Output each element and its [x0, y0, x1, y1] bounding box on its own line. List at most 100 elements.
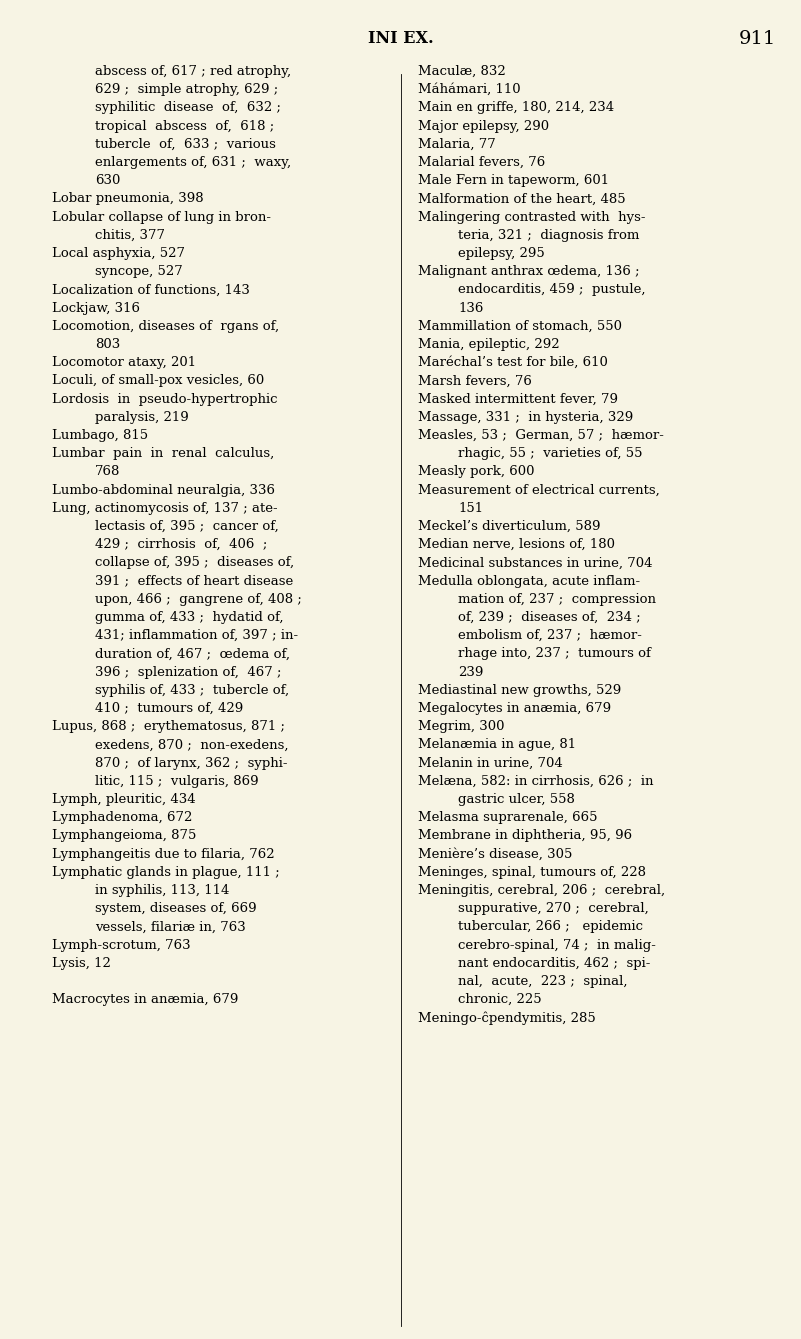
Text: Maculæ, 832: Maculæ, 832 — [418, 66, 505, 78]
Text: tubercular, 266 ;   epidemic: tubercular, 266 ; epidemic — [458, 920, 643, 933]
Text: enlargements of, 631 ;  waxy,: enlargements of, 631 ; waxy, — [95, 157, 291, 169]
Text: Lymphatic glands in plague, 111 ;: Lymphatic glands in plague, 111 ; — [52, 866, 280, 878]
Text: Main en griffe, 180, 214, 234: Main en griffe, 180, 214, 234 — [418, 102, 614, 114]
Text: Measurement of electrical currents,: Measurement of electrical currents, — [418, 483, 660, 497]
Text: endocarditis, 459 ;  pustule,: endocarditis, 459 ; pustule, — [458, 284, 646, 296]
Text: rhagic, 55 ;  varieties of, 55: rhagic, 55 ; varieties of, 55 — [458, 447, 642, 461]
Text: gumma of, 433 ;  hydatid of,: gumma of, 433 ; hydatid of, — [95, 611, 284, 624]
Text: Lymphadenoma, 672: Lymphadenoma, 672 — [52, 811, 192, 825]
Text: rhage into, 237 ;  tumours of: rhage into, 237 ; tumours of — [458, 647, 651, 660]
Text: Marsh fevers, 76: Marsh fevers, 76 — [418, 375, 532, 387]
Text: Malignant anthrax œdema, 136 ;: Malignant anthrax œdema, 136 ; — [418, 265, 640, 279]
Text: 911: 911 — [739, 29, 776, 48]
Text: 803: 803 — [95, 337, 120, 351]
Text: Menière’s disease, 305: Menière’s disease, 305 — [418, 848, 573, 861]
Text: Locomotion, diseases of  rgans of,: Locomotion, diseases of rgans of, — [52, 320, 279, 333]
Text: Meckel’s diverticulum, 589: Meckel’s diverticulum, 589 — [418, 520, 601, 533]
Text: in syphilis, 113, 114: in syphilis, 113, 114 — [95, 884, 229, 897]
Text: Melasma suprarenale, 665: Melasma suprarenale, 665 — [418, 811, 598, 825]
Text: Meningitis, cerebral, 206 ;  cerebral,: Meningitis, cerebral, 206 ; cerebral, — [418, 884, 665, 897]
Text: Malarial fevers, 76: Malarial fevers, 76 — [418, 157, 545, 169]
Text: tropical  abscess  of,  618 ;: tropical abscess of, 618 ; — [95, 119, 274, 133]
Text: Lordosis  in  pseudo-hypertrophic: Lordosis in pseudo-hypertrophic — [52, 392, 277, 406]
Text: Lumbago, 815: Lumbago, 815 — [52, 428, 148, 442]
Text: INI EX.: INI EX. — [368, 29, 433, 47]
Text: gastric ulcer, 558: gastric ulcer, 558 — [458, 793, 575, 806]
Text: Melanin in urine, 704: Melanin in urine, 704 — [418, 757, 563, 770]
Text: Mania, epileptic, 292: Mania, epileptic, 292 — [418, 337, 560, 351]
Text: Locomotor ataxy, 201: Locomotor ataxy, 201 — [52, 356, 196, 370]
Text: of, 239 ;  diseases of,  234 ;: of, 239 ; diseases of, 234 ; — [458, 611, 641, 624]
Text: nant endocarditis, 462 ;  spi-: nant endocarditis, 462 ; spi- — [458, 957, 650, 969]
Text: suppurative, 270 ;  cerebral,: suppurative, 270 ; cerebral, — [458, 902, 649, 915]
Text: Melanæmia in ague, 81: Melanæmia in ague, 81 — [418, 738, 576, 751]
Text: 410 ;  tumours of, 429: 410 ; tumours of, 429 — [95, 702, 244, 715]
Text: 136: 136 — [458, 301, 483, 315]
Text: cerebro-spinal, 74 ;  in malig-: cerebro-spinal, 74 ; in malig- — [458, 939, 656, 952]
Text: 429 ;  cirrhosis  of,  406  ;: 429 ; cirrhosis of, 406 ; — [95, 538, 268, 552]
Text: 396 ;  splenization of,  467 ;: 396 ; splenization of, 467 ; — [95, 665, 281, 679]
Text: Male Fern in tapeworm, 601: Male Fern in tapeworm, 601 — [418, 174, 609, 187]
Text: Lymphangeitis due to filaria, 762: Lymphangeitis due to filaria, 762 — [52, 848, 275, 861]
Text: epilepsy, 295: epilepsy, 295 — [458, 246, 545, 260]
Text: 630: 630 — [95, 174, 120, 187]
Text: Mammillation of stomach, 550: Mammillation of stomach, 550 — [418, 320, 622, 333]
Text: Melæna, 582: in cirrhosis, 626 ;  in: Melæna, 582: in cirrhosis, 626 ; in — [418, 775, 654, 787]
Text: mation of, 237 ;  compression: mation of, 237 ; compression — [458, 593, 656, 605]
Text: embolism of, 237 ;  hæmor-: embolism of, 237 ; hæmor- — [458, 629, 642, 643]
Text: Lumbo-abdominal neuralgia, 336: Lumbo-abdominal neuralgia, 336 — [52, 483, 275, 497]
Text: Lobular collapse of lung in bron-: Lobular collapse of lung in bron- — [52, 210, 271, 224]
Text: 239: 239 — [458, 665, 483, 679]
Text: Meningo-ĉpendymitis, 285: Meningo-ĉpendymitis, 285 — [418, 1011, 596, 1024]
Text: Lupus, 868 ;  erythematosus, 871 ;: Lupus, 868 ; erythematosus, 871 ; — [52, 720, 285, 734]
Text: duration of, 467 ;  œdema of,: duration of, 467 ; œdema of, — [95, 647, 290, 660]
Text: Megalocytes in anæmia, 679: Megalocytes in anæmia, 679 — [418, 702, 611, 715]
Text: Lymph-scrotum, 763: Lymph-scrotum, 763 — [52, 939, 191, 952]
Text: 151: 151 — [458, 502, 483, 514]
Text: Malformation of the heart, 485: Malformation of the heart, 485 — [418, 193, 626, 205]
Text: Malingering contrasted with  hys-: Malingering contrasted with hys- — [418, 210, 646, 224]
Text: 629 ;  simple atrophy, 629 ;: 629 ; simple atrophy, 629 ; — [95, 83, 278, 96]
Text: Macrocytes in anæmia, 679: Macrocytes in anæmia, 679 — [52, 994, 239, 1006]
Text: vessels, filariæ in, 763: vessels, filariæ in, 763 — [95, 920, 246, 933]
Text: Máhámari, 110: Máhámari, 110 — [418, 83, 521, 96]
Text: Meninges, spinal, tumours of, 228: Meninges, spinal, tumours of, 228 — [418, 866, 646, 878]
Text: Masked intermittent fever, 79: Masked intermittent fever, 79 — [418, 392, 618, 406]
Text: chronic, 225: chronic, 225 — [458, 994, 541, 1006]
Text: system, diseases of, 669: system, diseases of, 669 — [95, 902, 256, 915]
Text: lectasis of, 395 ;  cancer of,: lectasis of, 395 ; cancer of, — [95, 520, 279, 533]
Text: exedens, 870 ;  non-exedens,: exedens, 870 ; non-exedens, — [95, 738, 288, 751]
Text: Major epilepsy, 290: Major epilepsy, 290 — [418, 119, 549, 133]
Text: Measly pork, 600: Measly pork, 600 — [418, 466, 534, 478]
Text: Lysis, 12: Lysis, 12 — [52, 957, 111, 969]
Text: Local asphyxia, 527: Local asphyxia, 527 — [52, 246, 185, 260]
Text: Medicinal substances in urine, 704: Medicinal substances in urine, 704 — [418, 557, 653, 569]
Text: Mediastinal new growths, 529: Mediastinal new growths, 529 — [418, 684, 622, 696]
Text: Maréchal’s test for bile, 610: Maréchal’s test for bile, 610 — [418, 356, 608, 370]
Text: tubercle  of,  633 ;  various: tubercle of, 633 ; various — [95, 138, 276, 151]
Text: Massage, 331 ;  in hysteria, 329: Massage, 331 ; in hysteria, 329 — [418, 411, 634, 424]
Text: chitis, 377: chitis, 377 — [95, 229, 165, 242]
Text: Measles, 53 ;  German, 57 ;  hæmor-: Measles, 53 ; German, 57 ; hæmor- — [418, 428, 664, 442]
Text: 391 ;  effects of heart disease: 391 ; effects of heart disease — [95, 574, 293, 588]
Text: litic, 115 ;  vulgaris, 869: litic, 115 ; vulgaris, 869 — [95, 775, 259, 787]
Text: upon, 466 ;  gangrene of, 408 ;: upon, 466 ; gangrene of, 408 ; — [95, 593, 302, 605]
Text: Lymph, pleuritic, 434: Lymph, pleuritic, 434 — [52, 793, 195, 806]
Text: 870 ;  of larynx, 362 ;  syphi-: 870 ; of larynx, 362 ; syphi- — [95, 757, 288, 770]
Text: 431; inflammation of, 397 ; in-: 431; inflammation of, 397 ; in- — [95, 629, 298, 643]
Text: Medulla oblongata, acute inflam-: Medulla oblongata, acute inflam- — [418, 574, 640, 588]
Text: Membrane in diphtheria, 95, 96: Membrane in diphtheria, 95, 96 — [418, 829, 632, 842]
Text: collapse of, 395 ;  diseases of,: collapse of, 395 ; diseases of, — [95, 557, 294, 569]
Text: paralysis, 219: paralysis, 219 — [95, 411, 189, 424]
Text: syphilitic  disease  of,  632 ;: syphilitic disease of, 632 ; — [95, 102, 281, 114]
Text: teria, 321 ;  diagnosis from: teria, 321 ; diagnosis from — [458, 229, 639, 242]
Text: syphilis of, 433 ;  tubercle of,: syphilis of, 433 ; tubercle of, — [95, 684, 289, 696]
Text: Megrim, 300: Megrim, 300 — [418, 720, 505, 734]
Text: 768: 768 — [95, 466, 120, 478]
Text: Localization of functions, 143: Localization of functions, 143 — [52, 284, 250, 296]
Text: syncope, 527: syncope, 527 — [95, 265, 183, 279]
Text: Lobar pneumonia, 398: Lobar pneumonia, 398 — [52, 193, 203, 205]
Text: Lockjaw, 316: Lockjaw, 316 — [52, 301, 140, 315]
Text: Malaria, 77: Malaria, 77 — [418, 138, 496, 151]
Text: abscess of, 617 ; red atrophy,: abscess of, 617 ; red atrophy, — [95, 66, 291, 78]
